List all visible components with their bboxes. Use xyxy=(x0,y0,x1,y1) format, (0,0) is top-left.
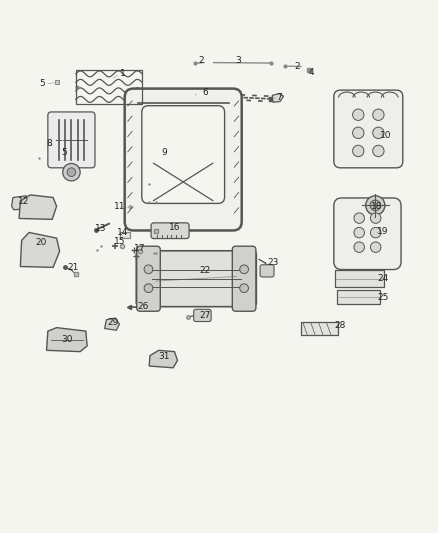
Text: 15: 15 xyxy=(114,237,125,246)
Text: 12: 12 xyxy=(18,197,29,206)
Circle shape xyxy=(240,284,248,293)
Circle shape xyxy=(67,168,76,176)
Text: 4: 4 xyxy=(309,68,314,77)
Text: 2: 2 xyxy=(295,62,300,71)
Circle shape xyxy=(373,127,384,139)
FancyBboxPatch shape xyxy=(334,90,403,168)
Polygon shape xyxy=(20,232,60,268)
Bar xyxy=(337,289,380,304)
Polygon shape xyxy=(105,318,120,330)
Circle shape xyxy=(353,127,364,139)
Text: 18: 18 xyxy=(371,202,383,211)
Text: 26: 26 xyxy=(137,302,148,311)
Circle shape xyxy=(63,164,80,181)
FancyBboxPatch shape xyxy=(48,112,95,168)
Circle shape xyxy=(240,265,248,273)
Text: 27: 27 xyxy=(199,311,211,320)
Circle shape xyxy=(144,265,153,273)
FancyBboxPatch shape xyxy=(137,246,160,311)
Bar xyxy=(120,232,130,238)
Circle shape xyxy=(373,109,384,120)
Text: 20: 20 xyxy=(35,238,46,247)
FancyBboxPatch shape xyxy=(125,88,242,230)
Text: 31: 31 xyxy=(159,351,170,360)
Circle shape xyxy=(371,228,381,238)
Polygon shape xyxy=(46,328,87,352)
Circle shape xyxy=(354,213,364,223)
Text: 13: 13 xyxy=(95,223,106,232)
Text: 2: 2 xyxy=(199,56,205,65)
Text: 25: 25 xyxy=(377,294,389,302)
Circle shape xyxy=(354,228,364,238)
Text: 17: 17 xyxy=(134,244,145,253)
Text: 19: 19 xyxy=(378,227,389,236)
FancyBboxPatch shape xyxy=(232,246,256,311)
Text: 9: 9 xyxy=(162,149,167,157)
Text: 5: 5 xyxy=(61,148,67,157)
Text: 1: 1 xyxy=(120,69,126,78)
FancyBboxPatch shape xyxy=(142,106,225,204)
Text: 22: 22 xyxy=(199,266,211,276)
Polygon shape xyxy=(12,196,29,210)
Circle shape xyxy=(371,213,381,223)
Text: 5: 5 xyxy=(39,79,45,87)
Polygon shape xyxy=(149,350,177,368)
Polygon shape xyxy=(272,94,284,102)
FancyBboxPatch shape xyxy=(260,265,274,277)
Text: 28: 28 xyxy=(335,321,346,330)
Polygon shape xyxy=(19,195,57,220)
Circle shape xyxy=(371,242,381,253)
Circle shape xyxy=(353,146,364,157)
Text: 10: 10 xyxy=(380,131,392,140)
Text: 23: 23 xyxy=(268,257,279,266)
Text: 24: 24 xyxy=(377,274,389,283)
Circle shape xyxy=(354,242,364,253)
Text: 6: 6 xyxy=(202,88,208,97)
FancyBboxPatch shape xyxy=(151,223,189,239)
Text: 3: 3 xyxy=(236,56,241,65)
Circle shape xyxy=(370,200,381,211)
Bar xyxy=(76,70,142,103)
Bar xyxy=(301,322,338,335)
FancyBboxPatch shape xyxy=(334,198,401,270)
FancyBboxPatch shape xyxy=(194,309,211,321)
Text: 16: 16 xyxy=(169,223,180,232)
Text: 30: 30 xyxy=(61,335,73,344)
Circle shape xyxy=(373,146,384,157)
Bar xyxy=(335,270,384,287)
Text: 11: 11 xyxy=(114,202,126,211)
Circle shape xyxy=(144,284,153,293)
Circle shape xyxy=(366,196,385,215)
Circle shape xyxy=(353,109,364,120)
Text: 21: 21 xyxy=(67,263,78,272)
Text: 29: 29 xyxy=(108,318,119,327)
Text: 7: 7 xyxy=(276,93,282,102)
Text: 8: 8 xyxy=(47,139,53,148)
Text: 14: 14 xyxy=(117,228,129,237)
FancyBboxPatch shape xyxy=(136,251,256,306)
